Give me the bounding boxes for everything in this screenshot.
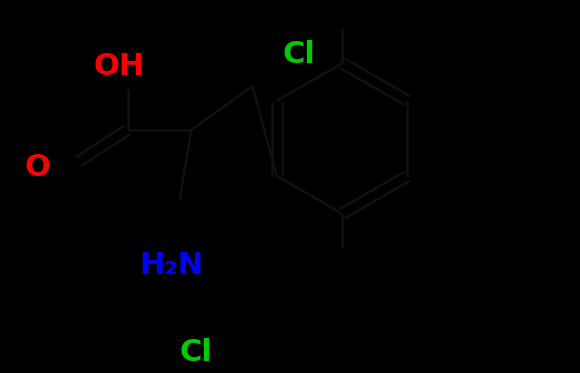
Text: OH: OH bbox=[93, 51, 144, 81]
Text: Cl: Cl bbox=[282, 40, 315, 69]
Text: H₂N: H₂N bbox=[139, 251, 203, 280]
Text: Cl: Cl bbox=[180, 338, 212, 367]
Text: O: O bbox=[25, 153, 50, 182]
